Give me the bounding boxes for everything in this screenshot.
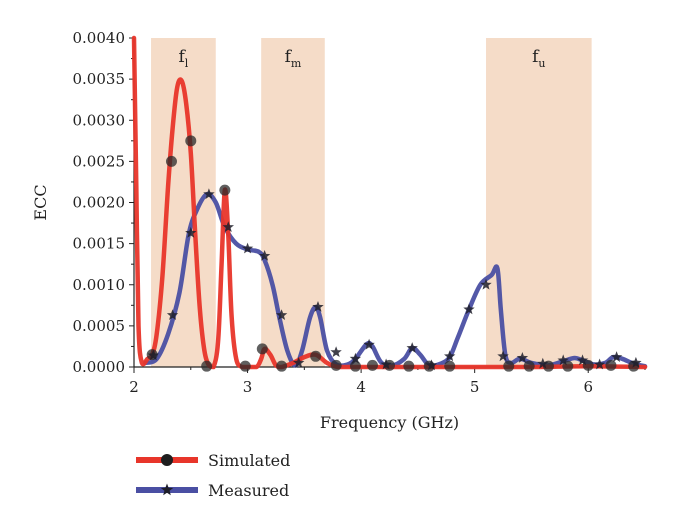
measured-point	[166, 309, 179, 320]
legend-circle-marker	[161, 454, 173, 466]
band-region-1	[261, 38, 325, 367]
measured-point	[593, 358, 606, 370]
measured-point	[312, 301, 324, 312]
band-label-base: f	[178, 47, 186, 67]
simulated-point	[165, 155, 177, 167]
x-tick-label: 2	[129, 378, 139, 396]
measured-point	[222, 221, 234, 232]
y-tick-label: 0.0020	[73, 194, 126, 212]
y-tick-label: 0.0005	[73, 317, 126, 335]
measured-point	[444, 350, 456, 362]
measured-point	[185, 226, 197, 238]
measured-point	[576, 354, 589, 366]
measured-point	[406, 342, 418, 353]
measured-point	[630, 356, 642, 368]
band-label-2: fu	[532, 47, 545, 70]
simulated-point	[523, 360, 535, 372]
y-tick-label: 0.0040	[73, 29, 126, 47]
measured-point	[425, 359, 438, 371]
simulated-point	[310, 350, 322, 362]
x-axis-title: Frequency (GHz)	[320, 413, 459, 432]
simulated-point	[503, 360, 515, 372]
measured-point	[330, 346, 342, 357]
simulated-point	[444, 360, 456, 372]
y-tick-label: 0.0030	[73, 111, 126, 129]
measured-point	[292, 356, 305, 368]
measured-point	[275, 309, 288, 320]
simulated-point	[239, 360, 251, 372]
measured-point	[480, 278, 492, 290]
measured-point	[349, 352, 362, 364]
y-tick-label: 0.0015	[73, 235, 126, 253]
y-tick-label: 0.0010	[73, 276, 126, 294]
simulated-point	[201, 360, 213, 372]
band-label-sub: u	[538, 57, 545, 70]
measured-point	[516, 352, 529, 363]
simulated-point	[185, 135, 197, 147]
measured-point	[537, 357, 549, 369]
y-axis-title: ECC	[31, 184, 50, 220]
band-label-sub: m	[291, 57, 302, 70]
band-label-base: f	[285, 47, 293, 67]
simulated-point	[366, 359, 378, 371]
measured-point	[241, 242, 254, 254]
y-tick-label: 0.0025	[73, 152, 126, 170]
band-region-2	[486, 38, 592, 367]
legend-label: Measured	[208, 481, 289, 500]
simulated-point	[276, 360, 288, 372]
simulated-point	[330, 359, 342, 371]
simulated-point	[349, 360, 361, 372]
measured-point	[147, 349, 159, 361]
simulated-point	[605, 359, 617, 371]
simulated-point	[403, 360, 415, 372]
band-label-sub: l	[185, 57, 189, 70]
measured-point	[203, 188, 215, 200]
x-tick-label: 3	[243, 378, 253, 396]
series-markers	[146, 135, 642, 372]
band-label-base: f	[532, 47, 540, 67]
x-tick-label: 4	[356, 378, 366, 396]
legend-label: Simulated	[208, 451, 290, 470]
legend-star-marker	[160, 483, 174, 496]
simulated-point	[582, 359, 594, 371]
band-label-1: fm	[285, 47, 302, 70]
legend: Simulated Measured	[136, 451, 290, 500]
measured-point	[258, 250, 271, 261]
simulated-point	[219, 184, 231, 196]
measured-point	[497, 350, 509, 362]
measured-point	[557, 354, 569, 366]
x-tick-label: 5	[470, 378, 480, 396]
measured-point	[363, 338, 375, 350]
simulated-point	[256, 343, 268, 355]
y-tick-label: 0.0035	[73, 70, 126, 88]
measured-point	[380, 358, 392, 370]
measured-point	[463, 303, 475, 315]
y-tick-label: 0.0000	[73, 358, 126, 376]
band-label-0: fl	[178, 47, 188, 70]
x-tick-label: 6	[583, 378, 593, 396]
measured-point	[610, 351, 623, 362]
